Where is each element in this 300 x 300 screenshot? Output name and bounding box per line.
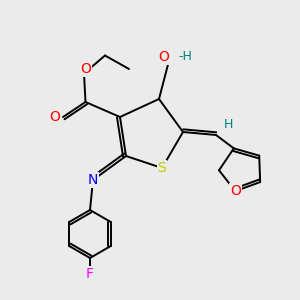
Text: F: F: [86, 268, 94, 281]
Text: O: O: [158, 50, 169, 64]
Text: O: O: [230, 184, 241, 198]
Text: H: H: [223, 118, 233, 131]
Text: S: S: [158, 161, 166, 175]
Text: -H: -H: [178, 50, 192, 64]
Text: O: O: [49, 110, 60, 124]
Text: N: N: [88, 173, 98, 187]
Text: O: O: [80, 62, 91, 76]
